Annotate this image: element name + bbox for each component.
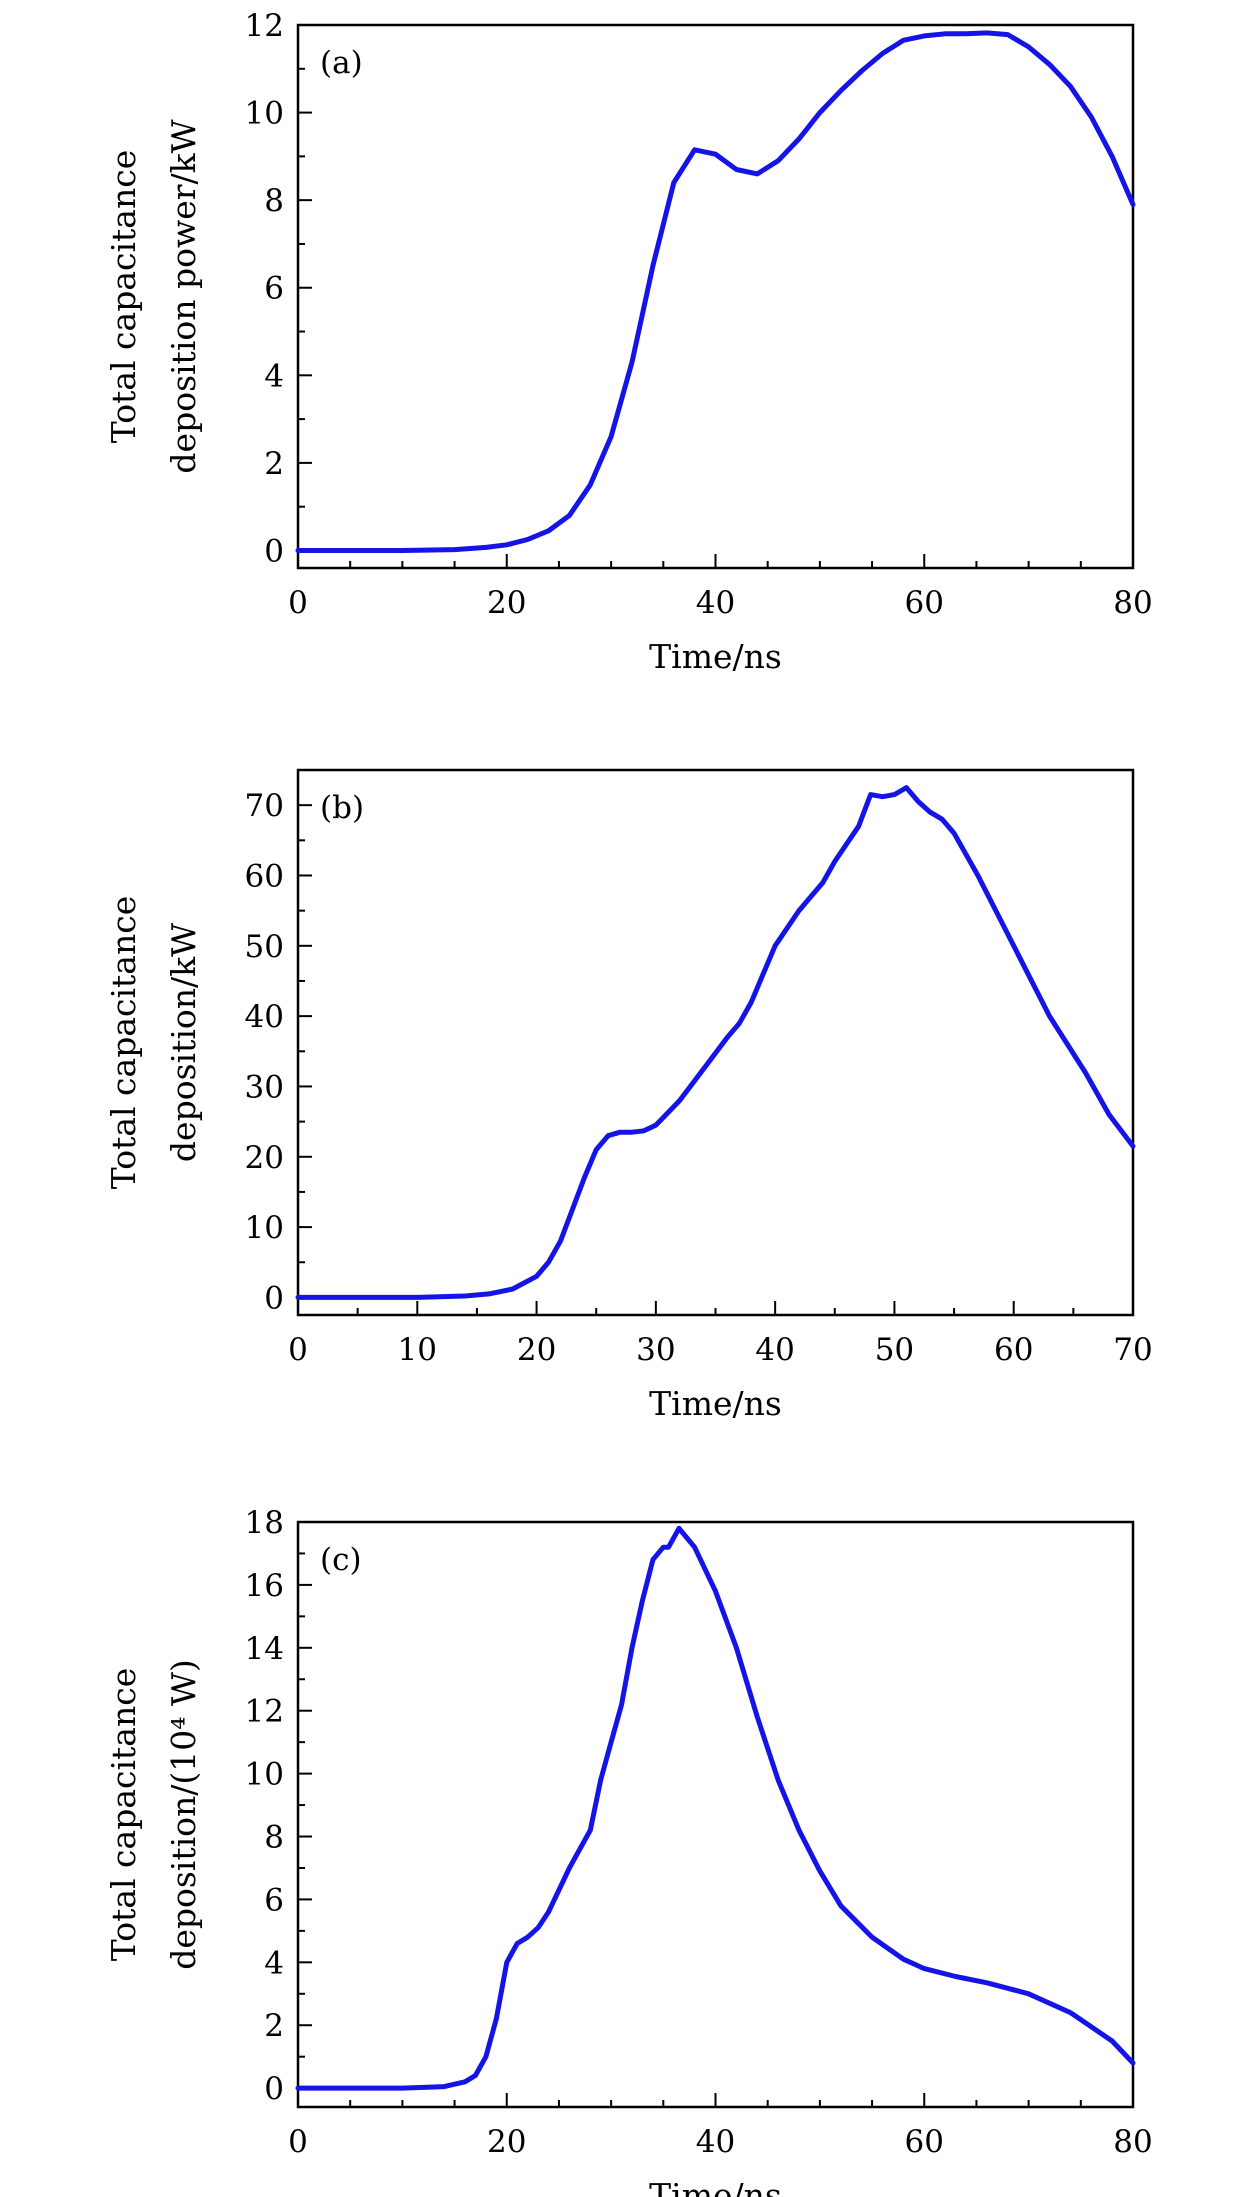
x-tick-label: 40 — [755, 1332, 794, 1368]
y-tick-label: 14 — [245, 1631, 284, 1667]
x-tick-label: 10 — [398, 1332, 437, 1368]
plot-frame — [296, 23, 1135, 570]
y-tick-label: 8 — [264, 1820, 284, 1856]
y-tick-label: 12 — [245, 8, 284, 44]
chart-panel-b: 0 10 20 30 40 50 60 70 0 10 20 30 40 50 60 70 Time/ns Tot… — [104, 768, 1153, 1423]
x-tick-label: 20 — [517, 1332, 556, 1368]
x-tick-label: 60 — [994, 1332, 1033, 1368]
y-tick-label: 6 — [264, 271, 284, 307]
y-tick-label: 10 — [245, 1757, 284, 1793]
y-tick-label: 4 — [264, 1945, 284, 1981]
panel-label: (b) — [320, 790, 364, 826]
y-tick-label: 50 — [245, 929, 284, 965]
x-axis-title: Time/ns — [649, 1384, 782, 1423]
x-axis-title: Time/ns — [649, 637, 782, 676]
y-tick-label: 40 — [245, 999, 284, 1035]
panel-label: (c) — [320, 1542, 362, 1578]
x-tick-label: 80 — [1113, 585, 1152, 621]
y-tick-label: 10 — [245, 96, 284, 132]
y-tick-label: 6 — [264, 1882, 284, 1918]
x-tick-label: 20 — [487, 585, 526, 621]
x-tick-label: 0 — [288, 1332, 308, 1368]
x-tick-label: 0 — [288, 585, 308, 621]
y-tick-label: 4 — [264, 358, 284, 394]
x-tick-label: 70 — [1113, 1332, 1152, 1368]
y-tick-label: 0 — [264, 533, 284, 569]
chart-panel-c: 0 20 40 60 80 0 2 4 6 8 10 12 14 16 18 Time/ns Total cap… — [104, 1505, 1153, 2197]
x-tick-label: 20 — [487, 2124, 526, 2160]
series-line-1 — [295, 1525, 1136, 2091]
plot-frame — [296, 1520, 1135, 2109]
x-tick-label: 60 — [905, 2124, 944, 2160]
chart-panel-a: 0 20 40 60 80 0 2 4 6 8 10 12 Time/ns Total capacitan… — [104, 8, 1153, 676]
y-axis-title-line-1: Total capacitance — [104, 150, 143, 444]
x-tick-label: 0 — [288, 2124, 308, 2160]
y-tick-label: 20 — [245, 1140, 284, 1176]
x-tick-label: 40 — [696, 585, 735, 621]
x-axis-title: Time/ns — [649, 2176, 782, 2197]
y-tick-label: 2 — [264, 446, 284, 482]
y-tick-label: 16 — [245, 1568, 284, 1604]
y-tick-label: 0 — [264, 2071, 284, 2107]
y-axis-title-line-2: deposition/(10⁴ W) — [164, 1659, 203, 1970]
y-axis-title-line-2: deposition/kW — [164, 923, 203, 1162]
x-tick-label: 40 — [696, 2124, 735, 2160]
x-tick-label: 50 — [875, 1332, 914, 1368]
panel-label: (a) — [320, 45, 363, 81]
y-tick-label: 30 — [245, 1069, 284, 1105]
y-tick-label: 10 — [245, 1210, 284, 1246]
y-tick-label: 2 — [264, 2008, 284, 2044]
x-tick-label: 30 — [636, 1332, 675, 1368]
y-tick-label: 8 — [264, 183, 284, 219]
y-axis-title-line-1: Total capacitance — [104, 1668, 143, 1962]
x-tick-label: 60 — [905, 585, 944, 621]
y-tick-label: 60 — [245, 858, 284, 894]
y-tick-label: 18 — [245, 1505, 284, 1541]
y-tick-label: 0 — [264, 1280, 284, 1316]
plot-frame — [296, 768, 1135, 1317]
y-axis-title-line-1: Total capacitance — [104, 896, 143, 1190]
y-axis-title-line-2: deposition power/kW — [164, 119, 203, 473]
series-line-1 — [295, 30, 1136, 553]
y-tick-label: 70 — [245, 788, 284, 824]
series-line-1 — [295, 785, 1136, 1300]
y-tick-label: 12 — [245, 1694, 284, 1730]
x-tick-label: 80 — [1113, 2124, 1152, 2160]
